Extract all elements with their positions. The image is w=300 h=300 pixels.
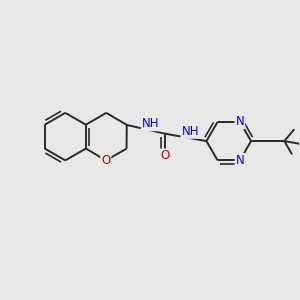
Text: N: N: [236, 115, 244, 128]
Text: NH: NH: [182, 125, 199, 138]
Text: O: O: [101, 154, 110, 167]
Text: N: N: [236, 154, 244, 167]
Text: O: O: [160, 149, 170, 162]
Text: NH: NH: [142, 117, 159, 130]
